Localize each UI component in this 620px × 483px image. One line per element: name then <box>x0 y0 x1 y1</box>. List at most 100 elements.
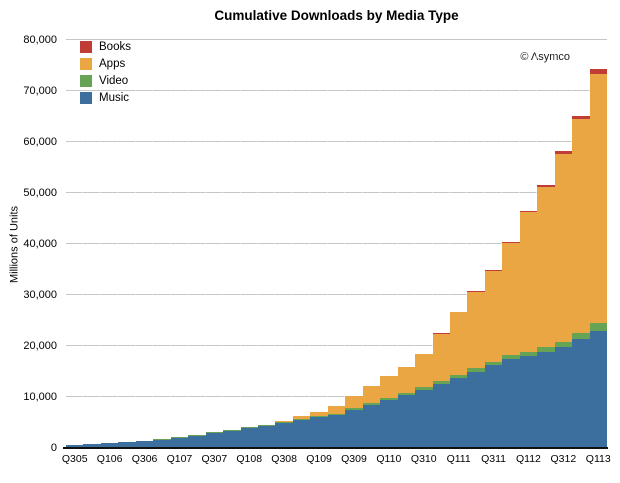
segment-music-Q311 <box>484 365 503 448</box>
bars-group <box>66 40 608 448</box>
segment-music-Q309 <box>345 409 363 448</box>
segment-books-Q311 <box>484 270 503 272</box>
segment-apps-Q113 <box>589 73 608 324</box>
bar-Q409 <box>362 40 381 448</box>
y-tick-label: 40,000 <box>23 238 57 250</box>
bar-Q306 <box>135 40 154 448</box>
segment-music-Q210 <box>397 395 416 448</box>
segment-music-Q106 <box>100 443 119 448</box>
y-tick-label: 70,000 <box>23 85 57 97</box>
segment-apps-Q308 <box>275 421 293 422</box>
bar-Q305 <box>66 40 84 448</box>
bar-Q411 <box>502 40 520 448</box>
x-tick-label-Q112: Q112 <box>515 453 541 465</box>
bar-Q107 <box>170 40 189 448</box>
bar-Q312 <box>554 40 573 448</box>
segment-music-Q412 <box>572 338 590 448</box>
x-tick-label-Q305: Q305 <box>61 453 88 465</box>
legend-item-music: Music <box>80 89 131 106</box>
segment-video-Q107 <box>170 437 189 438</box>
segment-video-Q412 <box>572 333 590 339</box>
bar-Q311 <box>484 40 503 448</box>
legend-swatch-music <box>80 91 92 104</box>
legend-label: Books <box>99 40 131 53</box>
y-tick-label: 50,000 <box>23 187 57 199</box>
bar-Q307 <box>205 40 224 448</box>
segment-video-Q308 <box>275 421 293 423</box>
segment-video-Q210 <box>397 393 416 396</box>
gridline <box>66 39 607 40</box>
segment-books-Q312 <box>554 151 573 154</box>
segment-apps-Q312 <box>554 153 573 342</box>
segment-music-Q307 <box>205 432 224 448</box>
segment-music-Q308 <box>275 422 293 448</box>
gridline <box>66 243 607 244</box>
legend-item-books: Books <box>80 38 131 55</box>
bar-Q209 <box>327 40 346 448</box>
x-tick-label-Q312: Q312 <box>550 453 577 465</box>
segment-music-Q108 <box>240 428 258 448</box>
segment-music-Q212 <box>537 351 555 448</box>
segment-video-Q309 <box>345 408 363 410</box>
bar-Q308 <box>275 40 293 448</box>
bar-Q410 <box>432 40 450 448</box>
y-tick-label: 60,000 <box>23 136 57 148</box>
y-tick-label: 10,000 <box>23 391 57 403</box>
segment-video-Q407 <box>223 430 241 431</box>
x-tick-label-Q109: Q109 <box>306 453 332 465</box>
segment-books-Q412 <box>572 115 590 120</box>
bar-Q210 <box>397 40 416 448</box>
gridline <box>66 345 607 346</box>
segment-video-Q311 <box>484 361 503 366</box>
bar-Q309 <box>345 40 363 448</box>
bar-Q408 <box>292 40 311 448</box>
segment-music-Q208 <box>257 426 276 448</box>
legend-label: Music <box>99 91 130 104</box>
x-tick-label-Q110: Q110 <box>376 453 402 465</box>
segment-apps-Q412 <box>572 119 590 334</box>
bar-Q108 <box>240 40 258 448</box>
segment-books-Q111 <box>449 311 468 313</box>
segment-music-Q410 <box>432 384 450 448</box>
segment-music-Q310 <box>415 389 433 448</box>
segment-video-Q410 <box>432 381 450 385</box>
segment-apps-Q210 <box>397 366 416 394</box>
segment-apps-Q309 <box>345 396 363 409</box>
segment-music-Q405 <box>83 444 101 448</box>
segment-apps-Q111 <box>449 312 468 375</box>
bar-Q106 <box>100 40 119 448</box>
segment-apps-Q410 <box>432 333 450 382</box>
segment-video-Q207 <box>188 435 206 436</box>
segment-video-Q211 <box>467 368 485 372</box>
y-tick-label: 0 <box>50 442 57 454</box>
segment-apps-Q311 <box>484 271 503 362</box>
segment-apps-Q310 <box>415 354 433 388</box>
segment-video-Q208 <box>257 425 276 427</box>
segment-video-Q111 <box>449 374 468 379</box>
segment-music-Q209 <box>327 414 346 448</box>
segment-books-Q411 <box>502 241 520 243</box>
segment-video-Q312 <box>554 341 573 348</box>
segment-apps-Q212 <box>537 187 555 348</box>
bar-Q112 <box>519 40 538 448</box>
bar-Q111 <box>449 40 468 448</box>
segment-music-Q408 <box>292 419 311 448</box>
x-tick-label-Q106: Q106 <box>96 453 123 465</box>
segment-music-Q111 <box>449 378 468 448</box>
segment-video-Q112 <box>519 352 538 357</box>
segment-apps-Q408 <box>292 416 311 419</box>
segment-apps-Q409 <box>362 385 381 404</box>
segment-music-Q407 <box>223 430 241 448</box>
segment-music-Q113 <box>589 330 608 448</box>
x-tick-label-Q308: Q308 <box>271 453 297 465</box>
legend: Books Apps Video Music <box>80 38 131 106</box>
segment-video-Q212 <box>537 347 555 352</box>
bar-Q109 <box>310 40 328 448</box>
bar-Q211 <box>467 40 485 448</box>
watermark: © Λsymco <box>520 51 570 63</box>
segment-music-Q211 <box>467 371 485 448</box>
legend-item-video: Video <box>80 72 131 89</box>
y-tick-label: 20,000 <box>23 340 57 352</box>
gridline <box>66 294 607 295</box>
bar-Q206 <box>118 40 136 448</box>
